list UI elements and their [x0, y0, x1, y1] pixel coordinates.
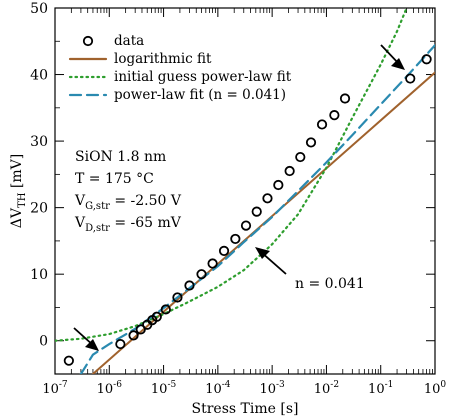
x-tick-label: 10-4 [205, 380, 231, 397]
legend-label: power-law fit (n = 0.041) [114, 87, 286, 103]
data-point [135, 324, 146, 335]
y-tick-label: 50 [30, 1, 48, 17]
data-point [339, 93, 351, 104]
y-tick-label: 0 [39, 334, 48, 350]
data-point [329, 110, 340, 121]
svg-text:ΔVTH [mV]: ΔVTH [mV] [9, 154, 28, 228]
x-tick-label: 10-1 [368, 380, 393, 397]
data-point [273, 179, 284, 191]
legend-marker [82, 35, 94, 47]
condition-line: SiON 1.8 nm [75, 149, 166, 165]
conditions-text: SiON 1.8 nm T = 175 °C VG,str = -2.50 V VD,… [74, 149, 182, 234]
y-tick-label: 30 [30, 134, 48, 150]
series-line-dotted [55, 8, 408, 342]
x-tick-label: 10-5 [151, 380, 177, 397]
data-point [240, 220, 252, 231]
axis-ticks [54, 7, 436, 375]
data-point [207, 258, 218, 269]
x-axis-label: Stress Time [s] [192, 401, 299, 417]
annotations: n = 0.041 [73, 44, 405, 351]
data-point [218, 245, 230, 256]
data-point [160, 304, 171, 315]
data-point [172, 292, 183, 303]
data-point [316, 119, 328, 130]
data-point [184, 280, 195, 291]
y-axis-label-sub: TH [17, 192, 28, 208]
data-point [196, 269, 207, 280]
x-tick-label: 10-7 [42, 380, 68, 397]
data-point [63, 355, 74, 366]
x-tick-label: 100 [424, 380, 447, 397]
y-tick-label: 10 [30, 267, 48, 283]
y-tick-label: 40 [30, 68, 48, 84]
series-line-dashed [79, 44, 435, 374]
y-axis-label-unit: [mV] [9, 154, 25, 193]
condition-line: T = 175 °C [75, 171, 154, 187]
legend-label: data [114, 33, 144, 49]
data-point [230, 233, 241, 245]
condition-line: VD,str = -65 mV [74, 215, 182, 234]
condition-line: VG,str = -2.50 V [74, 193, 182, 212]
data-point [262, 193, 273, 204]
x-tick-label: 10-2 [314, 380, 339, 397]
data-point [305, 137, 317, 148]
data-point [128, 330, 139, 341]
legend-label: initial guess power-law fit [114, 69, 292, 85]
data-point [251, 206, 262, 217]
data-point [151, 311, 162, 322]
y-tick-label: 20 [30, 201, 48, 217]
data-point [295, 151, 306, 163]
data-point [405, 73, 416, 84]
plot-frame [54, 7, 436, 375]
data-point [115, 338, 126, 350]
x-tick-label: 10-3 [259, 380, 285, 397]
arrow-annotation-head [391, 58, 405, 70]
data-points [63, 54, 432, 366]
y-axis-label: ΔVTH [mV] [9, 154, 28, 228]
series-layer [55, 8, 435, 374]
data-point [421, 54, 432, 65]
legend: data logarithmic fit initial guess power-l… [68, 33, 292, 103]
arrow-annotation-head [255, 247, 270, 259]
annotation-label: n = 0.041 [295, 276, 365, 292]
arrow-annotation-head [85, 339, 99, 351]
y-tick-labels: 0 10 20 30 40 50 [30, 1, 48, 350]
x-tick-labels: 10-7 10-6 10-5 10-4 10-3 10-2 10-1 100 [42, 380, 446, 397]
x-tick-label: 10-6 [97, 380, 123, 397]
legend-label: logarithmic fit [114, 51, 212, 67]
data-point [284, 165, 295, 177]
